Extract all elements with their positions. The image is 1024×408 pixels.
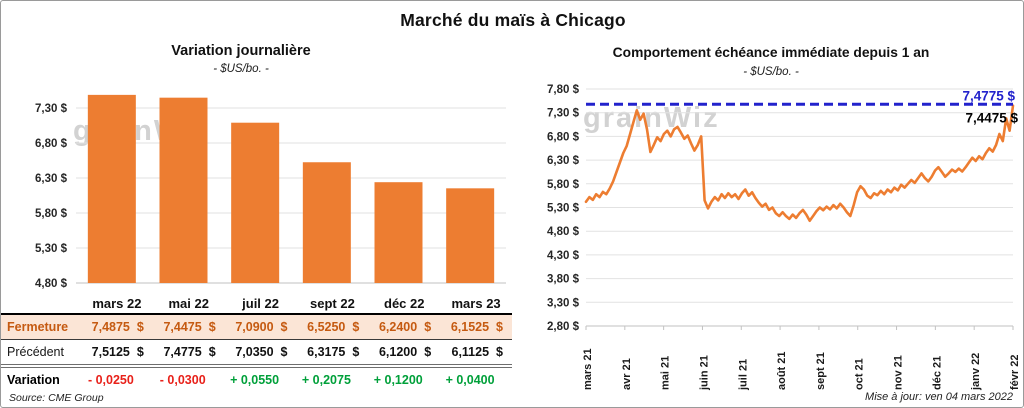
svg-text:3,80 $: 3,80 $ (547, 274, 580, 286)
svg-text:4,80 $: 4,80 $ (547, 226, 580, 238)
precedent-value: 7,4775 $ (163, 345, 216, 359)
svg-text:2,80 $: 2,80 $ (547, 321, 580, 333)
svg-text:févr 22: févr 22 (1009, 355, 1021, 390)
column-header: mai 22 (168, 295, 209, 311)
svg-text:déc 21: déc 21 (931, 356, 943, 390)
page-title: Marché du maïs à Chicago (400, 10, 626, 30)
row-label-variation: Variation (7, 373, 60, 387)
source-note: Source: CME Group (9, 392, 104, 404)
variation-value: - 0,0250 (87, 373, 134, 387)
column-header: mars 22 (92, 295, 142, 311)
svg-text:5,80 $: 5,80 $ (35, 208, 68, 220)
variation-value: - 0,0300 (159, 373, 206, 387)
svg-text:mars 21: mars 21 (582, 348, 594, 390)
svg-text:juin 21: juin 21 (698, 355, 710, 391)
svg-text:7,4475 $: 7,4475 $ (965, 110, 1018, 125)
left-chart-subtitle: - $US/bo. - (213, 63, 269, 75)
variation-value: + 0,0550 (230, 373, 280, 387)
fermeture-value: 7,0900 $ (235, 320, 288, 334)
variation-value: + 0,1200 (373, 373, 423, 387)
table-header-row: mars 22 mai 22 juil 22 sept 22 déc 22 ma… (1, 293, 512, 315)
variation-row: Variation - 0,0250 - 0,0300 + 0,0550 + 0… (1, 368, 512, 392)
precedent-value: 6,3175 $ (307, 345, 360, 359)
grainwiz-watermark-right: grainWiz (583, 102, 720, 134)
column-header: déc 22 (384, 295, 425, 311)
svg-text:7,80 $: 7,80 $ (547, 84, 580, 96)
fermeture-value: 7,4475 $ (163, 320, 216, 334)
precedent-value: 6,1200 $ (378, 345, 432, 359)
fermeture-value: 7,4875 $ (91, 320, 144, 334)
svg-text:3,30 $: 3,30 $ (547, 297, 580, 309)
svg-text:sept 21: sept 21 (815, 352, 827, 390)
update-note: Mise à jour: ven 04 mars 2022 (865, 391, 1013, 403)
svg-text:7,30 $: 7,30 $ (35, 103, 68, 115)
variation-value: + 0,2075 (301, 373, 351, 387)
svg-text:6,80 $: 6,80 $ (35, 138, 68, 150)
prices-table: mars 22 mai 22 juil 22 sept 22 déc 22 ma… (1, 293, 512, 392)
svg-text:4,80 $: 4,80 $ (35, 278, 68, 290)
column-header: juil 22 (242, 295, 279, 311)
variation-value: + 0,0400 (445, 373, 495, 387)
svg-text:5,30 $: 5,30 $ (547, 203, 580, 215)
svg-text:7,4775 $: 7,4775 $ (962, 88, 1015, 103)
svg-text:avr 21: avr 21 (621, 358, 633, 390)
svg-text:oct 21: oct 21 (854, 358, 866, 390)
svg-text:mai 21: mai 21 (660, 356, 672, 390)
fermeture-row: Fermeture 7,4875 $ 7,4475 $ 7,0900 $ 6,5250… (1, 315, 512, 340)
svg-text:août 21: août 21 (776, 351, 788, 390)
svg-text:nov 21: nov 21 (893, 355, 905, 390)
svg-text:6,30 $: 6,30 $ (547, 155, 580, 167)
grainwiz-watermark-left: grainWiz (73, 115, 210, 147)
svg-text:5,30 $: 5,30 $ (35, 243, 68, 255)
left-chart-title: Variation journalière (171, 43, 311, 59)
svg-text:juil 21: juil 21 (737, 359, 749, 391)
row-label-precedent: Précédent (7, 345, 64, 359)
svg-text:janv 22: janv 22 (970, 353, 982, 391)
fermeture-value: 6,2400 $ (378, 320, 432, 334)
svg-text:6,80 $: 6,80 $ (547, 131, 580, 143)
precedent-value: 6,1125 $ (451, 345, 504, 359)
svg-text:4,30 $: 4,30 $ (547, 250, 580, 262)
precedent-row: Précédent 7,5125 $ 7,4775 $ 7,0350 $ 6,3175… (1, 340, 512, 368)
fermeture-value: 6,1525 $ (450, 320, 503, 334)
right-chart-title: Comportement échéance immédiate depuis 1… (612, 45, 930, 60)
svg-text:6,30 $: 6,30 $ (35, 173, 68, 185)
precedent-value: 7,0350 $ (235, 345, 288, 359)
right-chart-subtitle: - $US/bo. - (743, 66, 799, 78)
svg-text:7,30 $: 7,30 $ (547, 108, 580, 120)
row-label-fermeture: Fermeture (7, 320, 69, 334)
precedent-value: 7,5125 $ (91, 345, 144, 359)
fermeture-value: 6,5250 $ (307, 320, 360, 334)
svg-text:5,80 $: 5,80 $ (547, 179, 580, 191)
column-header: sept 22 (310, 295, 355, 311)
column-header: mars 23 (451, 295, 501, 311)
